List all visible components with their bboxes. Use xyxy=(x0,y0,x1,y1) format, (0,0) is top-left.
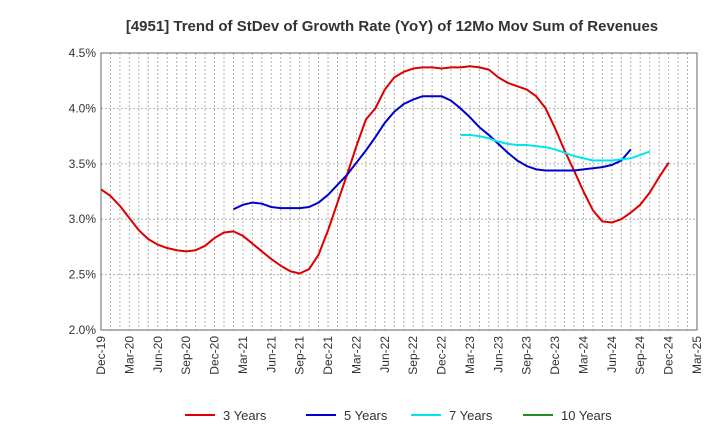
legend-label: 3 Years xyxy=(223,408,267,423)
legend: 3 Years 5 Years 7 Years 10 Years xyxy=(185,408,612,423)
x-tick-label: Mar-23 xyxy=(463,336,477,374)
legend-label: 7 Years xyxy=(449,408,493,423)
series-line-5-years xyxy=(233,95,632,211)
y-tick-label: 4.0% xyxy=(69,101,97,115)
y-tick-label: 2.5% xyxy=(69,268,97,282)
x-tick-label: Sep-21 xyxy=(293,336,307,375)
y-tick-label: 2.0% xyxy=(69,323,97,337)
x-tick-label: Sep-22 xyxy=(406,336,420,375)
series-lines xyxy=(100,65,670,275)
x-tick-label: Jun-24 xyxy=(605,336,619,373)
y-tick-label: 3.0% xyxy=(69,212,97,226)
x-tick-label: Dec-20 xyxy=(208,336,222,375)
grid xyxy=(101,53,697,330)
x-tick-label: Jun-20 xyxy=(151,336,165,373)
x-tick-label: Dec-22 xyxy=(435,336,449,375)
x-tick-label: Sep-24 xyxy=(633,336,647,375)
x-tick-label: Jun-23 xyxy=(491,336,505,373)
x-tick-label: Jun-22 xyxy=(378,336,392,373)
x-tick-label: Sep-23 xyxy=(520,336,534,375)
x-tick-label: Jun-21 xyxy=(264,336,278,373)
y-tick-label: 4.5% xyxy=(69,46,97,60)
x-tick-label: Mar-25 xyxy=(690,336,704,374)
x-tick-label: Dec-21 xyxy=(321,336,335,375)
x-tick-label: Sep-20 xyxy=(179,336,193,375)
x-tick-label: Mar-22 xyxy=(349,336,363,374)
legend-label: 5 Years xyxy=(344,408,388,423)
y-axis-ticks: 2.0% 2.5% 3.0% 3.5% 4.0% 4.5% xyxy=(69,46,97,337)
y-tick-label: 3.5% xyxy=(69,157,97,171)
legend-label: 10 Years xyxy=(561,408,612,423)
series-line-7-years xyxy=(460,133,651,162)
x-tick-label: Mar-21 xyxy=(236,336,250,374)
x-tick-label: Dec-19 xyxy=(94,336,108,375)
x-tick-label: Mar-24 xyxy=(576,336,590,374)
x-axis-ticks: Dec-19 Mar-20 Jun-20 Sep-20 Dec-20 Mar-21 Jun-… xyxy=(94,336,704,375)
plot-frame xyxy=(100,52,698,331)
chart-title: [4951] Trend of StDev of Growth Rate (Yo… xyxy=(126,18,658,35)
x-tick-label: Dec-24 xyxy=(662,336,676,375)
x-tick-label: Dec-23 xyxy=(548,336,562,375)
x-tick-label: Mar-20 xyxy=(122,336,136,374)
